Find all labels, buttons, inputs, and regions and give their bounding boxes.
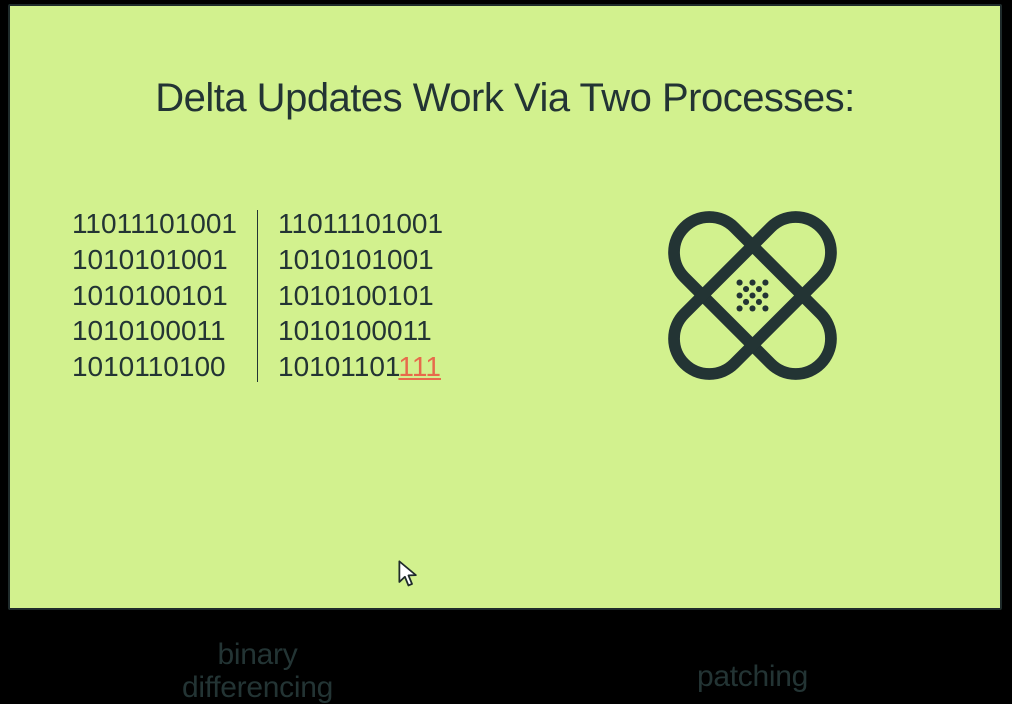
binary-row: 1010100101 (278, 278, 443, 314)
bandage-icon (635, 178, 870, 413)
binary-diff-highlight: 111 (398, 351, 441, 382)
infographic-frame: Delta Updates Work Via Two Processes: 11… (8, 4, 1002, 610)
binary-row: 1010100011 (72, 313, 237, 349)
binary-row: 1010100011 (278, 313, 443, 349)
columns: 1101110100110101010011010100101101010001… (10, 206, 1000, 413)
binary-row: 11011101001 (72, 206, 237, 242)
cursor-icon (398, 560, 420, 588)
binary-row: 11011101001 (278, 206, 443, 242)
page-title: Delta Updates Work Via Two Processes: (10, 76, 1000, 121)
column-patching: patching (505, 206, 1000, 413)
binary-row: 1010101001 (278, 242, 443, 278)
binary-diff-label: binarydifferencing (10, 638, 505, 704)
column-binary-differencing: 1101110100110101010011010100101101010001… (10, 206, 505, 413)
binary-diff-block: 1101110100110101010011010100101101010001… (72, 206, 443, 385)
patching-label: patching (505, 660, 1000, 693)
binary-row: 1010110100 (72, 349, 237, 385)
binary-row: 1010100101 (72, 278, 237, 314)
binary-row: 1010101001 (72, 242, 237, 278)
binary-left-column: 1101110100110101010011010100101101010001… (72, 206, 237, 385)
binary-separator (257, 206, 258, 385)
binary-row: 10101101111 (278, 349, 443, 385)
binary-right-column: 1101110100110101010011010100101101010001… (278, 206, 443, 385)
